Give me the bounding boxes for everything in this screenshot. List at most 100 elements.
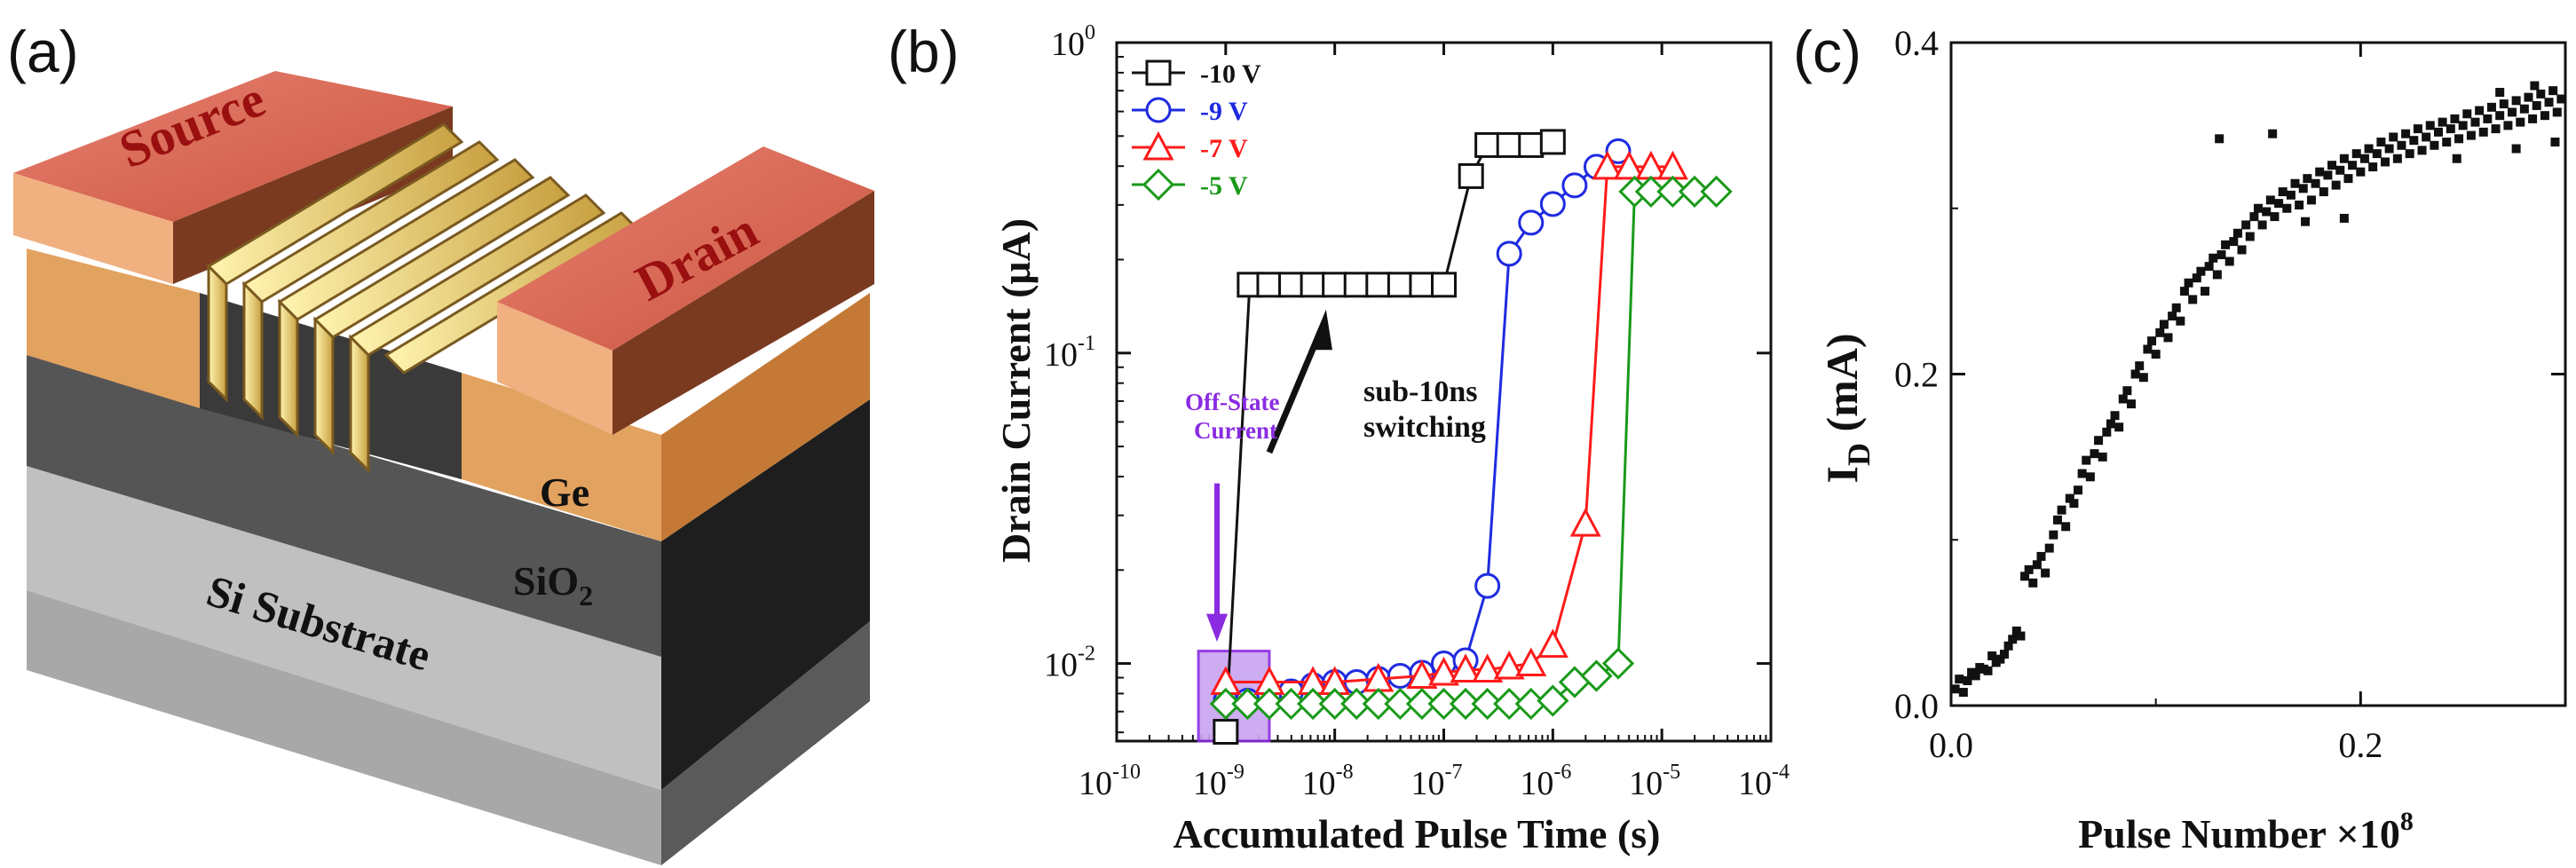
chart-b-point bbox=[1427, 656, 1460, 686]
chart-b-point bbox=[1409, 272, 1435, 298]
chart-c-point bbox=[2061, 522, 2071, 532]
chart-c-xlabel-main: Pulse Number ×10 bbox=[2078, 811, 2400, 856]
chart-c-ytick-label: 0.2 bbox=[1894, 355, 1939, 395]
chart-c-point bbox=[2032, 560, 2042, 570]
chart-c-point bbox=[2532, 100, 2541, 110]
chart-c-point bbox=[2348, 161, 2358, 170]
chart-c-point bbox=[2303, 174, 2312, 184]
chart-c-point bbox=[2392, 154, 2402, 163]
chart-c-point bbox=[2290, 178, 2300, 188]
chart-b-point bbox=[1406, 659, 1438, 690]
chart-b-series: -9 V bbox=[1132, 97, 1632, 714]
chart-b-xtick-base: 10 bbox=[1079, 765, 1112, 802]
chart-c-point bbox=[2442, 138, 2452, 147]
chart-c-point bbox=[2098, 452, 2107, 462]
chart-b-point bbox=[1449, 687, 1482, 721]
chart-c-point bbox=[1979, 664, 1988, 674]
chart-b-point bbox=[1496, 241, 1522, 267]
chart-c-xlabel-exp: 8 bbox=[2400, 807, 2414, 836]
chart-b-point bbox=[1601, 647, 1635, 680]
chart-c-ylabel-unit: (mA) bbox=[1817, 333, 1867, 443]
chart-c-point bbox=[2016, 631, 2026, 641]
chart-c-point bbox=[2556, 94, 2566, 104]
chart-c-point bbox=[2082, 455, 2091, 465]
chart-b-point bbox=[1278, 678, 1305, 705]
chart-c-point bbox=[2268, 129, 2278, 138]
chart-c-point bbox=[2163, 333, 2173, 343]
chart-b-point bbox=[1234, 688, 1260, 714]
chart-c-point bbox=[2130, 369, 2140, 379]
chart-c-point bbox=[2530, 81, 2540, 91]
drain-side bbox=[612, 191, 874, 435]
chart-c-point bbox=[2339, 154, 2349, 163]
ge-front-right bbox=[462, 373, 661, 541]
chart-c-point bbox=[2212, 270, 2222, 280]
chart-b-legend-label: -10 V bbox=[1200, 59, 1261, 89]
chart-b-xtick-exp: -7 bbox=[1445, 761, 1463, 784]
chart-c-point bbox=[2450, 114, 2460, 123]
chart-b-point bbox=[1493, 687, 1526, 721]
chart-b-point bbox=[1474, 572, 1501, 599]
chart-b-xtick-exp: -5 bbox=[1663, 761, 1680, 784]
chart-b-point bbox=[1450, 653, 1482, 683]
chart-b-point bbox=[1678, 175, 1711, 209]
chart-b-point bbox=[1256, 682, 1283, 708]
chart-c-point bbox=[2044, 543, 2054, 553]
chart-c-point bbox=[2536, 89, 2546, 99]
chart-c-point bbox=[2077, 469, 2087, 478]
chart-b-point bbox=[1474, 131, 1501, 158]
chart-b-xtick-base: 10 bbox=[1302, 765, 1336, 802]
chart-b-xtick-label: 10-7 bbox=[1411, 761, 1463, 802]
chart-c-point bbox=[2397, 140, 2406, 150]
chart-c-point bbox=[2085, 472, 2095, 482]
switching-arrow-head bbox=[1308, 309, 1332, 351]
chart-b-point bbox=[1213, 719, 1239, 746]
chart-c-point bbox=[2114, 422, 2124, 432]
chart-b-legend-label: -9 V bbox=[1200, 97, 1248, 126]
chart-c-point bbox=[2389, 132, 2398, 142]
sio2-side bbox=[661, 399, 870, 790]
chart-b-point bbox=[1635, 150, 1667, 180]
chart-b-point bbox=[1634, 175, 1668, 209]
chart-b-xlabel: Accumulated Pulse Time (s) bbox=[1173, 811, 1661, 856]
chart-b-point bbox=[1209, 687, 1242, 721]
chart-b-point bbox=[1539, 191, 1566, 217]
chart-c-point bbox=[2454, 134, 2464, 144]
chart-b-ytick-label: 10-2 bbox=[1044, 643, 1095, 684]
chart-b-xtick-label: 10-8 bbox=[1302, 761, 1354, 802]
chart-c-point bbox=[2470, 117, 2480, 127]
chart-c-point bbox=[2159, 320, 2169, 329]
chart-b-xtick-exp: -6 bbox=[1553, 761, 1571, 784]
chart-c-point bbox=[2495, 111, 2505, 121]
sio2-label-main: SiO bbox=[513, 558, 579, 604]
chart-c-point bbox=[1958, 688, 1968, 698]
chart-b-series: -5 V bbox=[1132, 168, 1733, 721]
chart-c-point bbox=[2278, 187, 2288, 197]
chart-b-point bbox=[1514, 687, 1547, 721]
chart-b-ylabel: Drain Current (μA) bbox=[993, 218, 1039, 563]
chart-c-point bbox=[2356, 167, 2366, 177]
chart-b-point bbox=[1605, 138, 1632, 164]
chart-b-series-line bbox=[1225, 165, 1673, 684]
chart-b-xtick-label: 10-4 bbox=[1738, 761, 1790, 802]
chart-c-point bbox=[2491, 124, 2501, 134]
chart-b-point bbox=[1252, 687, 1286, 721]
chart-c-ylabel-sub: D bbox=[1841, 443, 1877, 466]
chart-c-point bbox=[2376, 138, 2386, 147]
chart-b-point bbox=[1210, 666, 1242, 696]
chart-b-point bbox=[1296, 687, 1330, 721]
chart-c-point bbox=[2282, 203, 2292, 213]
chart-c-point bbox=[2274, 199, 2284, 209]
chart-b-point bbox=[1518, 131, 1545, 158]
chart-b-point bbox=[1472, 653, 1504, 683]
chart-c-point bbox=[2184, 278, 2193, 288]
chart-b-ytick-exp: -1 bbox=[1078, 332, 1095, 355]
chart-c-point bbox=[2499, 99, 2509, 109]
chart-b-series: -10 V bbox=[1132, 59, 1566, 746]
chart-c-point bbox=[2351, 149, 2361, 159]
chart-b-point bbox=[1518, 209, 1545, 236]
chart-c-point bbox=[2331, 180, 2341, 190]
chart-c-point bbox=[2074, 485, 2083, 495]
chart-c-point bbox=[2298, 184, 2308, 193]
chart-c-point bbox=[2286, 190, 2295, 200]
